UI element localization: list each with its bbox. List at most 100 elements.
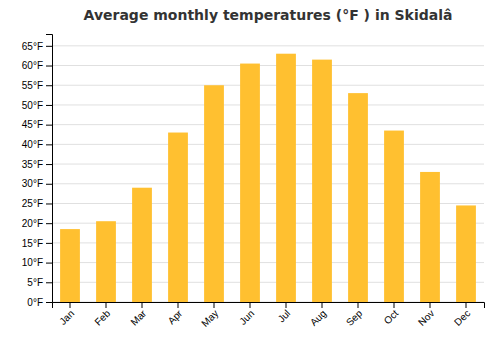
x-tick: Aug [308,302,328,328]
grid-line [52,203,484,204]
y-tick-label: 50°F [22,100,43,111]
y-tick-label: 60°F [22,60,43,71]
y-tick-mark [46,85,52,86]
y-tick: 65°F [22,41,52,52]
y-tick-mark [46,164,52,165]
chart: 0°F 5°F 10°F 15°F 20°F 25°F 30°F 35°F 40°F 45°F 50… [0,0,500,350]
grid-line [52,183,484,184]
y-tick-mark [46,125,52,126]
y-tick-mark [46,243,52,244]
bar [384,131,404,302]
y-tick: 50°F [22,100,52,111]
bar [312,60,332,302]
y-tick-mark [46,66,52,67]
x-tick-label: Sep [344,307,365,328]
x-tick-mark [286,302,287,308]
x-tick-label: May [199,308,220,329]
y-tick: 55°F [22,80,52,91]
y-tick: 30°F [22,178,52,189]
y-tick-mark [46,263,52,264]
x-tick-mark [70,302,71,308]
grid-line [52,164,484,165]
x-tick: Apr [166,302,185,326]
x-tick: Oct [382,302,401,326]
y-tick-label: 30°F [22,178,43,189]
y-axis-line [46,35,53,303]
y-tick: 20°F [22,218,52,229]
grid-line [52,262,484,263]
grid-line [52,65,484,66]
x-tick-label: Mar [128,307,148,327]
x-tick-label: Nov [416,308,436,328]
y-tick-mark [46,184,52,185]
grid-line [52,144,484,145]
bar [60,229,80,302]
y-tick-label: 35°F [22,159,43,170]
title: Average monthly temperatures (°F ) in Sk… [84,7,453,23]
x-tick-mark [358,302,359,308]
y-tick-mark [46,46,52,47]
x-tick-label: Jun [237,308,256,327]
y-tick: 5°F [27,277,52,288]
x-tick-mark [322,302,323,308]
x-tick-label: Dec [452,308,472,328]
y-tick-label: 0°F [27,297,43,308]
x-tick-label: Oct [382,308,401,327]
y-tick: 25°F [22,198,52,209]
x-tick: May [199,302,220,329]
y-tick: 15°F [22,238,52,249]
y-tick-label: 10°F [22,257,43,268]
y-tick-label: 65°F [22,41,43,52]
y-tick-label: 15°F [22,238,43,249]
y-tick: 40°F [22,139,52,150]
y-tick-label: 45°F [22,119,43,130]
bar [276,54,296,302]
grid-line [52,282,484,283]
y-tick: 35°F [22,159,52,170]
grid-line [52,124,484,125]
x-tick-mark [394,302,395,308]
y-tick-mark [46,282,52,283]
x-tick-mark [430,302,431,308]
y-tick-mark [46,105,52,106]
grid-line [52,223,484,224]
y-tick-label: 55°F [22,80,43,91]
x-axis: Jan Feb Mar Apr May Jun Jul Aug Sep Oct Nov Dec [53,302,485,329]
y-tick: 45°F [22,119,52,130]
x-tick-mark [250,302,251,308]
y-tick: 60°F [22,60,52,71]
x-tick: Jul [276,302,293,324]
y-tick-label: 5°F [27,277,43,288]
grid-line [52,242,484,243]
x-tick: Sep [344,302,365,328]
bar [456,205,476,302]
y-tick-mark [46,203,52,204]
y-tick: 0°F [27,297,52,308]
x-tick-label: Jan [57,308,76,327]
x-tick: Feb [92,302,112,328]
x-tick-mark [106,302,107,308]
bar [204,85,224,302]
x-tick-label: Feb [92,307,112,327]
x-tick-mark [142,302,143,308]
plot: 0°F 5°F 10°F 15°F 20°F 25°F 30°F 35°F 40°F 45°F 50… [22,35,485,329]
x-tick: Mar [128,302,148,328]
y-tick: 10°F [22,257,52,268]
x-tick-mark [214,302,215,308]
y-tick-mark [46,144,52,145]
x-tick-mark [466,302,467,308]
y-tick-label: 40°F [22,139,43,150]
x-tick-label: Jul [276,308,293,325]
x-tick: Dec [452,302,472,328]
x-tick-label: Apr [166,307,185,326]
y-axis: 0°F 5°F 10°F 15°F 20°F 25°F 30°F 35°F 40°F 45°F 50… [22,35,53,308]
bar [240,64,260,302]
bar [132,188,152,302]
grid-line [52,45,484,46]
y-tick-mark [46,302,52,303]
x-tick-mark [178,302,179,308]
bar [96,221,116,302]
grid [52,46,484,302]
x-tick: Nov [416,302,436,328]
bar [420,172,440,302]
